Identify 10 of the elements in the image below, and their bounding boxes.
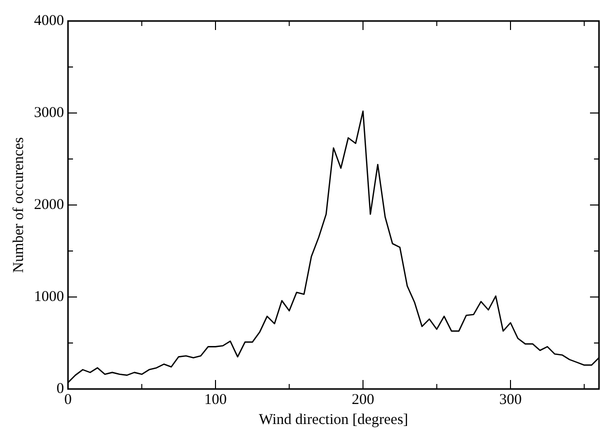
y-tick-label: 4000 [34,12,64,29]
x-axis-title: Wind direction [degrees] [258,412,408,428]
x-tick-label: 300 [499,392,522,408]
x-tick-label: 200 [352,392,374,408]
y-axis-title: Number of occurences [10,136,27,273]
x-tick-label: 100 [204,392,227,408]
y-tick-label: 1000 [34,288,64,305]
y-tick-label: 2000 [34,196,64,213]
y-tick-label: 0 [56,380,64,397]
y-tick-label: 3000 [34,104,64,121]
